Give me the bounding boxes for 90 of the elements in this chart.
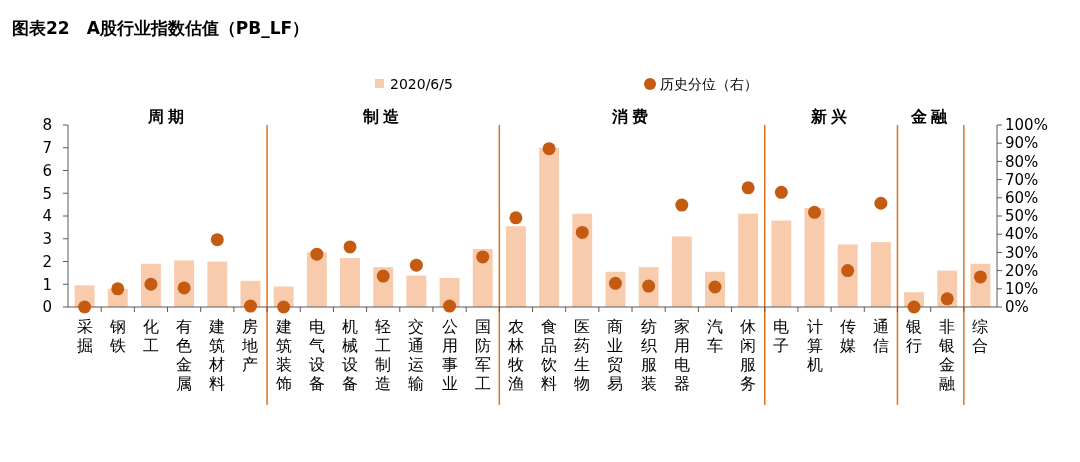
- x-tick-label: 食品饮料: [540, 317, 558, 393]
- bar: [671, 236, 692, 307]
- y2-tick-label: 10%: [1005, 280, 1039, 299]
- y2-tick-label: 70%: [1005, 170, 1039, 189]
- point: [774, 185, 788, 199]
- bar: [738, 213, 759, 307]
- annotation: 制造: [362, 107, 404, 126]
- x-tick-label: 纺织服装: [640, 317, 657, 393]
- x-tick-label: 医药生物: [574, 317, 591, 393]
- x-tick-label: 公用事业: [441, 317, 458, 393]
- x-tick-label: 非银金融: [938, 317, 956, 393]
- x-tick-label: 建筑材料: [208, 317, 226, 393]
- bar: [306, 252, 327, 307]
- y2-tick-label: 90%: [1005, 134, 1039, 153]
- point: [376, 269, 390, 283]
- point: [808, 205, 822, 219]
- y2-tick-label: 30%: [1005, 243, 1039, 262]
- bar: [870, 242, 891, 307]
- y2-tick-label: 100%: [1005, 116, 1048, 135]
- y-tick-label: 7: [42, 139, 52, 157]
- point: [277, 300, 291, 314]
- y-tick-label: 6: [42, 161, 52, 180]
- x-tick-label: 房地产: [241, 317, 259, 374]
- point: [741, 181, 755, 195]
- bar: [340, 258, 360, 307]
- chart-title: 图表22 A股行业指数估值（PB_LF）: [12, 18, 310, 38]
- y2-tick-label: 40%: [1005, 225, 1039, 244]
- x-tick-label: 轻工制造: [375, 317, 392, 393]
- bar: [207, 261, 228, 307]
- y2-tick-label: 20%: [1005, 261, 1039, 280]
- x-tick-label: 钢铁: [108, 317, 126, 355]
- y2-tick-label: 50%: [1005, 207, 1039, 226]
- point: [509, 211, 523, 225]
- point: [409, 258, 423, 272]
- bar: [406, 275, 427, 307]
- point: [111, 282, 125, 296]
- y-tick-label: 0: [42, 298, 52, 317]
- bar: [771, 220, 792, 307]
- x-tick-label: 交通运输: [408, 317, 425, 393]
- y2-tick-label: 0%: [1005, 298, 1029, 317]
- annotation: 周期: [146, 107, 188, 126]
- x-tick-label: 化工: [142, 317, 159, 355]
- x-tick-label: 计算机: [806, 317, 823, 374]
- y-tick-label: 8: [42, 116, 52, 135]
- annotation: 金融: [909, 107, 951, 126]
- x-tick-label: 农林牧渔: [506, 317, 524, 393]
- x-tick-label: 休闲服务: [740, 317, 757, 393]
- x-tick-label: 有色金属: [176, 317, 193, 393]
- annotation: 消费: [611, 107, 653, 126]
- point: [476, 250, 490, 264]
- y2-tick-label: 60%: [1005, 189, 1039, 208]
- point: [542, 142, 556, 156]
- point: [675, 198, 689, 212]
- legend-label: 2020/6/5: [390, 75, 453, 92]
- x-tick-label: 通信: [872, 317, 889, 355]
- point: [973, 270, 987, 284]
- y-tick-label: 5: [42, 184, 52, 203]
- x-tick-label: 汽车: [706, 317, 723, 355]
- point: [841, 264, 855, 278]
- x-tick-label: 建筑装饰: [274, 317, 292, 393]
- x-tick-label: 家用电器: [673, 317, 690, 393]
- x-tick-label: 银行: [905, 317, 923, 355]
- y-tick-label: 4: [42, 207, 52, 226]
- point: [940, 292, 954, 306]
- x-tick-label: 机械设备: [342, 317, 359, 393]
- y2-tick-label: 80%: [1005, 152, 1039, 171]
- legend-label: 历史分位（右）: [660, 75, 758, 92]
- point: [874, 196, 888, 210]
- bar: [572, 213, 593, 307]
- point: [907, 300, 921, 314]
- x-tick-label: 商业贸易: [607, 317, 624, 393]
- y-tick-label: 3: [42, 230, 52, 248]
- bar: [505, 226, 526, 307]
- x-tick-label: 电子: [773, 317, 790, 355]
- x-tick-label: 综合: [972, 317, 989, 355]
- x-tick-label: 国防军工: [474, 317, 491, 393]
- point: [310, 247, 324, 261]
- point: [343, 240, 357, 254]
- point: [243, 299, 257, 313]
- x-tick-label: 采掘: [76, 317, 93, 355]
- y-tick-label: 2: [42, 252, 52, 271]
- annotation: 新兴: [810, 107, 852, 126]
- x-tick-label: 传媒: [839, 317, 856, 355]
- bar: [539, 147, 560, 307]
- point: [78, 300, 92, 314]
- point: [210, 233, 224, 247]
- point: [575, 225, 589, 239]
- point: [443, 299, 457, 313]
- y-tick-label: 1: [42, 275, 52, 294]
- x-tick-label: 电气设备: [308, 317, 325, 393]
